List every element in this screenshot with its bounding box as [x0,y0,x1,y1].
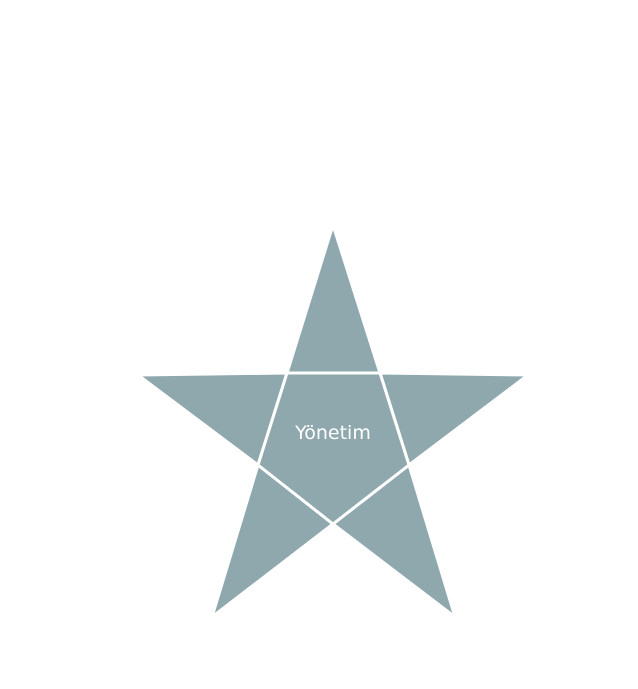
star-center-pentagon [256,371,411,526]
center-label: Yönetim [294,422,371,444]
star-point-top [284,219,383,375]
